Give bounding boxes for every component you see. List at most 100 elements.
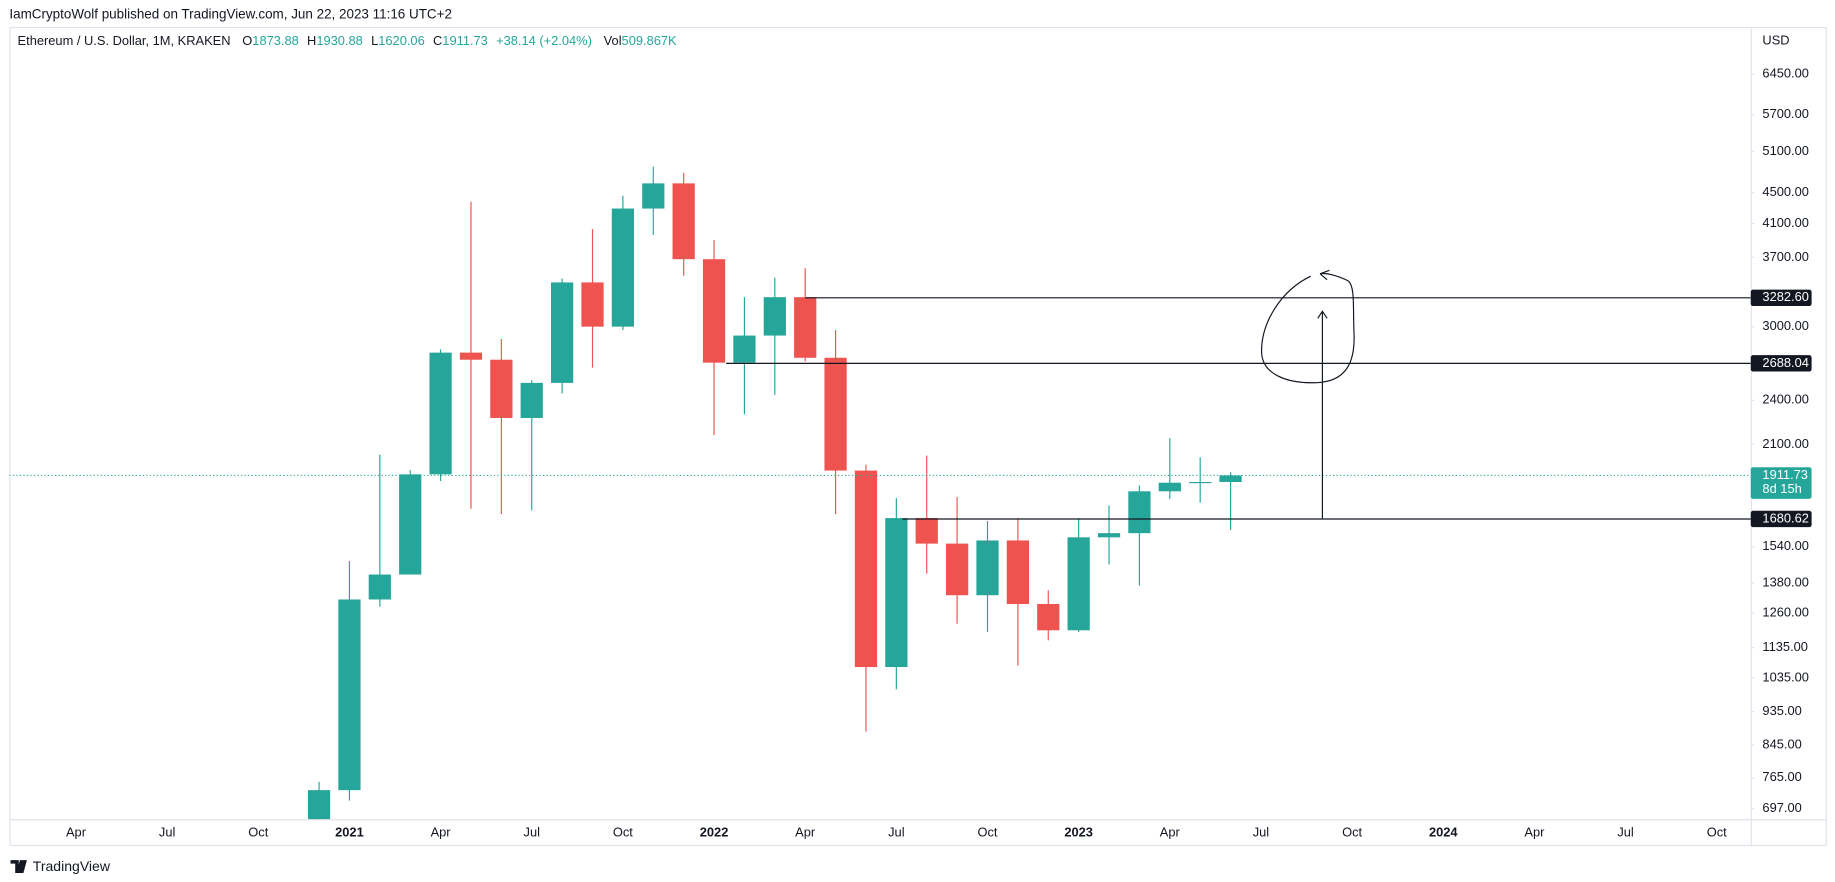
candle-body	[1219, 475, 1242, 483]
x-tick-label: Oct	[1342, 825, 1362, 840]
circle-arrowhead	[1319, 269, 1330, 281]
candle-body	[1097, 533, 1121, 538]
candle-body	[551, 282, 574, 383]
y-tick-label: 3000.00	[1762, 318, 1808, 333]
x-tick-label: Apr	[1160, 825, 1181, 840]
candle-body	[399, 474, 422, 575]
legend-header: Ethereum / U.S. Dollar, 1M, KRAKEN O1873…	[11, 32, 677, 52]
y-tick-label: 3700.00	[1762, 249, 1808, 264]
plot-area	[9, 166, 1751, 820]
last-price-label: 1911.73	[1762, 467, 1808, 482]
x-tick-label: Jul	[524, 825, 540, 840]
x-tick-label: Apr	[66, 825, 87, 840]
level-label: 1680.62	[1762, 510, 1808, 525]
candle-body	[1158, 482, 1181, 492]
y-tick-label: 2400.00	[1762, 392, 1808, 407]
y-tick-label: 5700.00	[1762, 106, 1808, 121]
candle-body	[702, 259, 726, 363]
y-tick-label: 1035.00	[1762, 669, 1808, 684]
candle-body	[642, 183, 665, 209]
x-tick-label: Jul	[159, 825, 175, 840]
level-tag	[1750, 510, 1812, 528]
open-value: 1873.88	[252, 34, 298, 49]
footer-brand: TradingView	[33, 858, 111, 874]
volume-value: 509.867K	[622, 34, 677, 49]
candle-body	[368, 574, 391, 600]
low-letter: L	[371, 34, 378, 49]
x-tick-label: Oct	[613, 825, 633, 840]
level-tag	[1750, 355, 1812, 372]
x-tick-label: Oct	[1707, 825, 1727, 840]
candle-body	[338, 599, 361, 791]
last-price-tag	[1750, 467, 1812, 499]
ohlc-legend: Ethereum / U.S. Dollar, 1M, KRAKEN O1873…	[18, 34, 677, 49]
candle-body	[945, 543, 969, 596]
y-tick-label: 6450.00	[1762, 65, 1808, 80]
candle-body	[763, 297, 786, 336]
candle-body	[1067, 537, 1090, 631]
candle-body	[1189, 482, 1212, 484]
x-tick-label: Jul	[1617, 825, 1633, 840]
candle-body	[794, 297, 817, 358]
symbol: Ethereum / U.S. Dollar, 1M, KRAKEN	[18, 34, 231, 49]
candle-body	[976, 540, 999, 596]
level-label: 3282.60	[1762, 289, 1808, 304]
y-tick-label: 765.00	[1762, 769, 1801, 784]
x-tick-label: Apr	[795, 825, 816, 840]
y-tick-label: 845.00	[1762, 736, 1801, 751]
currency-label: USD	[1762, 32, 1789, 47]
footer-logo: TradingView	[10, 858, 111, 874]
candle-body	[459, 352, 483, 360]
candle-body	[490, 359, 513, 418]
y-tick-label: 2100.00	[1762, 436, 1808, 451]
x-tick-label: Oct	[977, 825, 997, 840]
level-tag	[1750, 289, 1812, 307]
candle-body	[824, 357, 847, 471]
x-tick-label: Apr	[431, 825, 452, 840]
candle-body	[672, 183, 695, 260]
change: +38.14 (+2.04%)	[496, 34, 592, 49]
close-value: 1911.73	[442, 34, 488, 49]
candle-body	[733, 335, 756, 363]
candle-body	[1006, 540, 1030, 605]
x-tick-label: 2023	[1064, 825, 1093, 840]
x-tick-label: Apr	[1524, 825, 1545, 840]
y-tick-label: 4100.00	[1762, 215, 1808, 230]
y-tick-label: 697.00	[1762, 800, 1801, 815]
x-tick-label: 2024	[1429, 825, 1458, 840]
y-tick-label: 5100.00	[1762, 143, 1808, 158]
countdown-label: 8d 15h	[1762, 481, 1801, 496]
candle-body	[611, 208, 635, 327]
level-label: 2688.04	[1762, 355, 1808, 370]
hand-drawings	[1260, 269, 1355, 519]
candle-body	[520, 382, 543, 418]
target-arrow	[1317, 310, 1328, 519]
candle-body	[885, 518, 908, 668]
y-tick-label: 4500.00	[1762, 184, 1808, 199]
candle-body	[581, 282, 604, 327]
low-value: 1620.06	[378, 34, 424, 49]
y-tick-label: 1380.00	[1762, 574, 1808, 589]
x-tick-label: Jul	[888, 825, 904, 840]
high-letter: H	[307, 34, 316, 49]
y-tick-label: 1540.00	[1762, 538, 1808, 553]
x-tick-label: 2021	[335, 825, 364, 840]
y-tick-label: 1135.00	[1762, 639, 1808, 654]
candle-body	[915, 518, 938, 544]
close-letter: C	[433, 34, 442, 49]
x-tick-label: 2022	[700, 825, 729, 840]
candle-body	[854, 470, 878, 668]
open-letter: O	[242, 34, 252, 49]
circle-drawing	[1260, 272, 1355, 384]
candle-body	[1128, 491, 1151, 534]
legend-bg	[11, 32, 644, 52]
high-value: 1930.88	[316, 34, 362, 49]
candle-body	[307, 790, 331, 820]
candle-body	[429, 352, 452, 475]
y-tick-label: 935.00	[1762, 703, 1801, 718]
volume-letter: Vol	[604, 34, 622, 49]
logo-mark	[10, 860, 27, 873]
x-tick-label: Oct	[248, 825, 268, 840]
candle-body	[1037, 604, 1060, 631]
